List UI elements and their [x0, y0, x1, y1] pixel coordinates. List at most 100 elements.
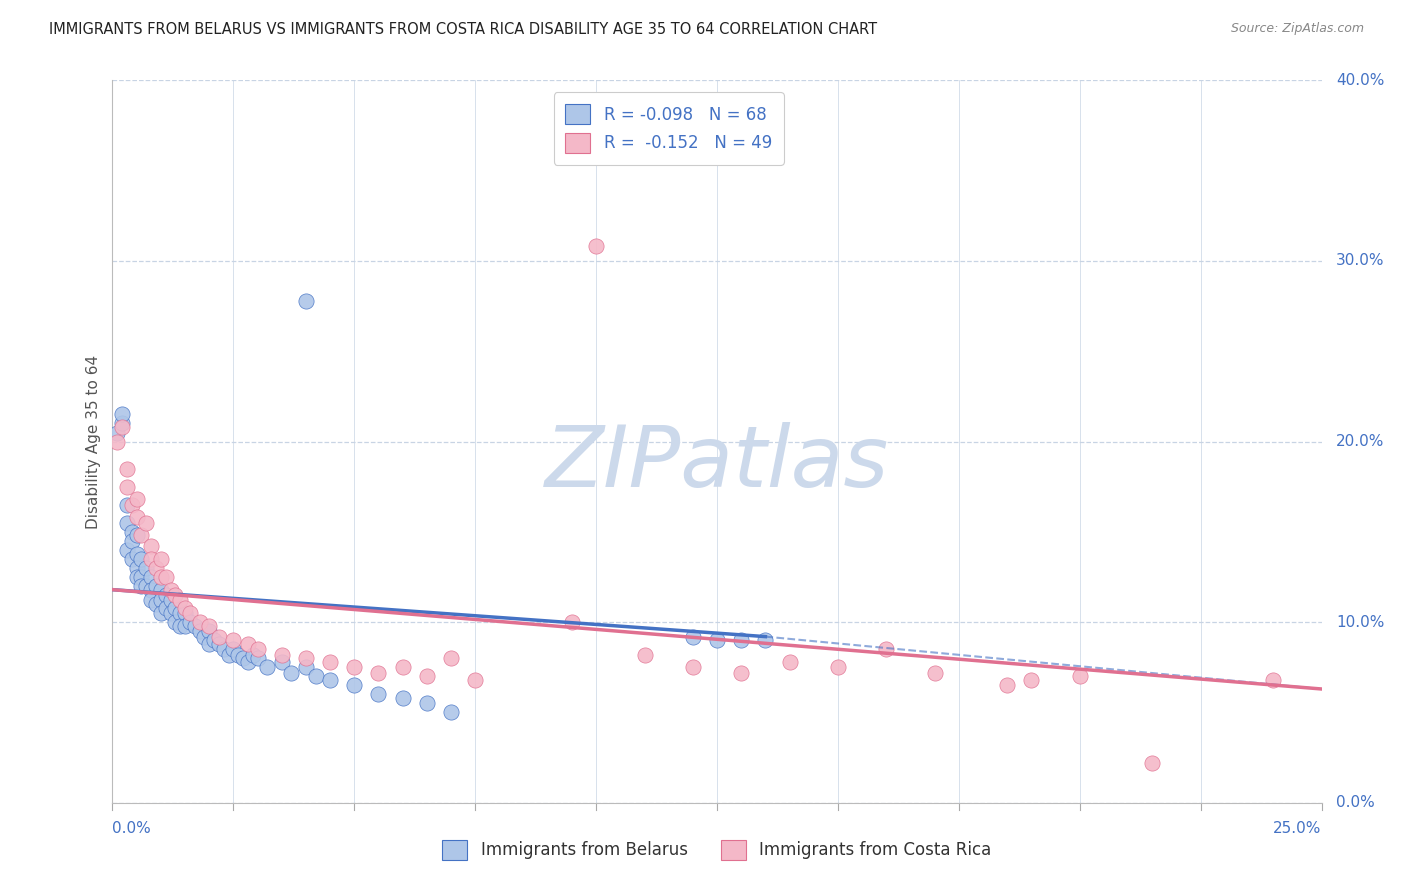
Point	[391, 691, 413, 706]
Text: 0.0%: 0.0%	[112, 821, 152, 836]
Point	[149, 606, 172, 620]
Point	[131, 579, 153, 593]
Point	[208, 630, 231, 644]
Point	[343, 660, 366, 674]
Point	[141, 552, 163, 566]
Point	[875, 642, 897, 657]
Point	[440, 651, 463, 665]
Point	[121, 498, 143, 512]
Point	[779, 655, 801, 669]
Point	[1142, 756, 1164, 770]
Point	[1263, 673, 1285, 687]
Point	[236, 655, 259, 669]
Point	[222, 633, 245, 648]
Point	[633, 648, 655, 662]
Point	[270, 655, 292, 669]
Point	[256, 660, 278, 674]
Point	[115, 542, 138, 557]
Point	[198, 624, 221, 639]
Point	[135, 579, 157, 593]
Point	[131, 528, 153, 542]
Point	[246, 651, 269, 665]
Point	[159, 593, 181, 607]
Point	[111, 417, 134, 431]
Point	[125, 510, 148, 524]
Point	[169, 593, 191, 607]
Point	[202, 633, 225, 648]
Text: 40.0%: 40.0%	[1336, 73, 1385, 87]
Point	[131, 552, 153, 566]
Point	[111, 420, 134, 434]
Point	[682, 660, 704, 674]
Point	[179, 615, 201, 630]
Point	[1021, 673, 1043, 687]
Point	[440, 706, 463, 720]
Point	[145, 597, 167, 611]
Point	[1069, 669, 1091, 683]
Point	[145, 561, 167, 575]
Point	[169, 619, 191, 633]
Text: 20.0%: 20.0%	[1336, 434, 1385, 449]
Point	[226, 648, 249, 662]
Point	[304, 669, 326, 683]
Point	[222, 642, 245, 657]
Point	[125, 492, 148, 507]
Point	[295, 660, 318, 674]
Point	[212, 642, 235, 657]
Point	[188, 615, 211, 630]
Point	[111, 408, 134, 422]
Point	[165, 600, 187, 615]
Point	[827, 660, 849, 674]
Point	[125, 570, 148, 584]
Point	[174, 606, 197, 620]
Point	[208, 637, 231, 651]
Point	[125, 547, 148, 561]
Point	[159, 582, 181, 597]
Point	[319, 655, 342, 669]
Point	[270, 648, 292, 662]
Point	[121, 533, 143, 548]
Point	[730, 633, 752, 648]
Point	[464, 673, 486, 687]
Point	[295, 651, 318, 665]
Point	[561, 615, 583, 630]
Point	[121, 552, 143, 566]
Point	[149, 582, 172, 597]
Point	[367, 665, 389, 680]
Point	[125, 561, 148, 575]
Legend: Immigrants from Belarus, Immigrants from Costa Rica: Immigrants from Belarus, Immigrants from…	[436, 833, 998, 867]
Point	[391, 660, 413, 674]
Point	[319, 673, 342, 687]
Point	[145, 579, 167, 593]
Point	[188, 624, 211, 639]
Text: 10.0%: 10.0%	[1336, 615, 1385, 630]
Point	[115, 461, 138, 475]
Point	[149, 570, 172, 584]
Point	[165, 588, 187, 602]
Point	[141, 539, 163, 553]
Point	[183, 619, 205, 633]
Point	[174, 619, 197, 633]
Point	[115, 480, 138, 494]
Point	[115, 516, 138, 530]
Point	[246, 642, 269, 657]
Point	[149, 552, 172, 566]
Text: 0.0%: 0.0%	[1336, 796, 1375, 810]
Point	[682, 630, 704, 644]
Text: ZIPatlas: ZIPatlas	[546, 422, 889, 505]
Text: 25.0%: 25.0%	[1274, 821, 1322, 836]
Point	[585, 239, 607, 253]
Point	[416, 669, 439, 683]
Point	[193, 630, 215, 644]
Point	[141, 582, 163, 597]
Point	[105, 425, 128, 440]
Point	[125, 528, 148, 542]
Point	[135, 561, 157, 575]
Point	[416, 697, 439, 711]
Point	[218, 648, 240, 662]
Point	[174, 600, 197, 615]
Point	[924, 665, 946, 680]
Point	[105, 434, 128, 449]
Point	[706, 633, 728, 648]
Point	[155, 570, 177, 584]
